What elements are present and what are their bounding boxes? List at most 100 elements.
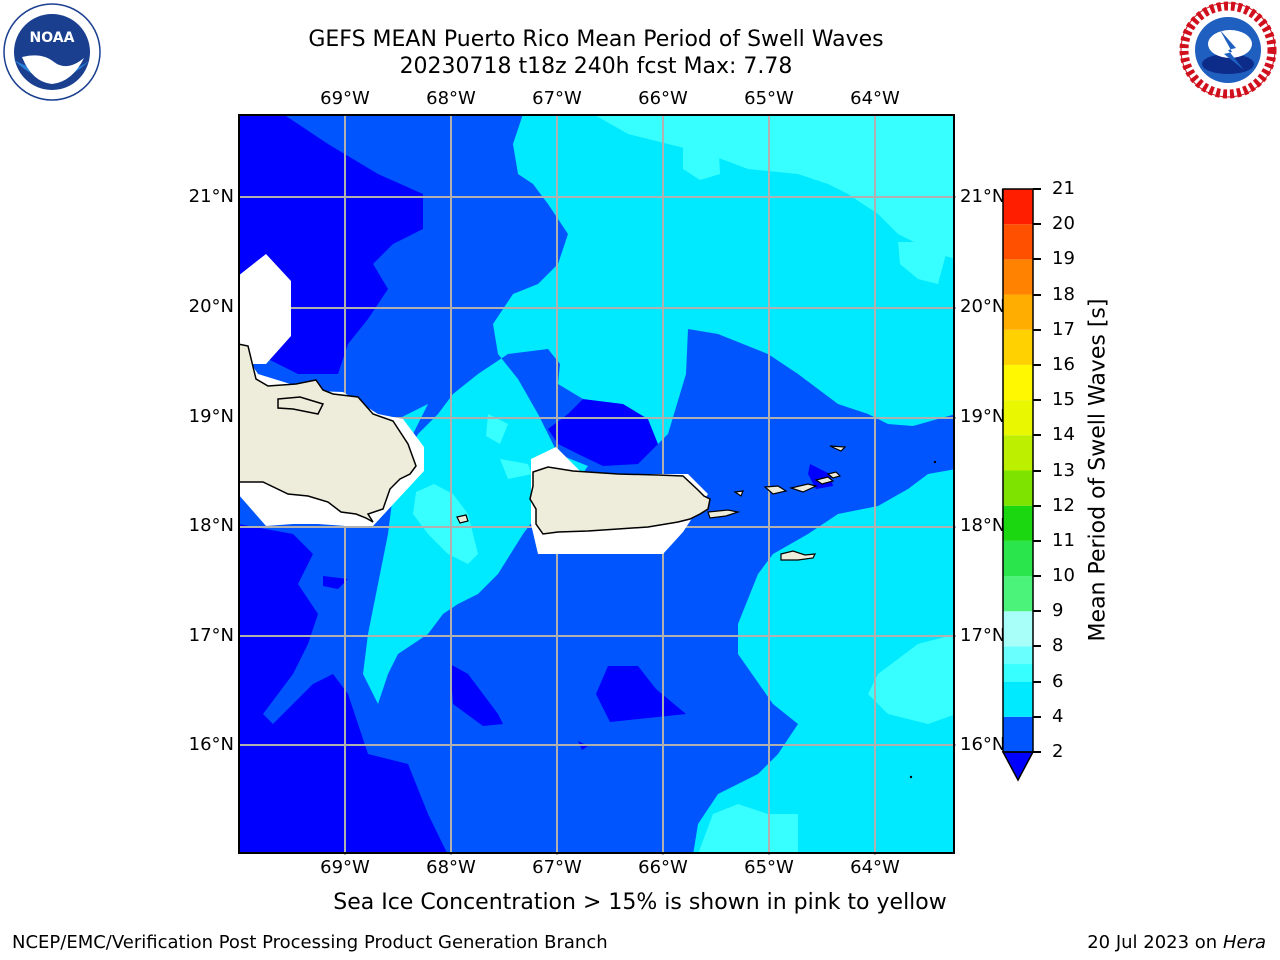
map-panel — [238, 114, 956, 855]
colorbar-tick-mark — [1033, 645, 1041, 648]
period-below-2-region — [239, 524, 448, 853]
sea-ice-caption: Sea Ice Concentration > 15% is shown in … — [333, 890, 947, 915]
colorbar-segment — [1003, 435, 1033, 471]
anegada-island — [829, 445, 847, 452]
lat-label-left: 21°N — [188, 186, 234, 207]
lon-label-top: 66°W — [638, 88, 688, 109]
colorbar-tick-label: 6 — [1052, 670, 1064, 692]
colorbar-segment — [1003, 716, 1033, 752]
footer-date: 20 Jul 2023 on Hera — [1087, 932, 1266, 953]
colorbar-tick-label: 21 — [1052, 178, 1075, 199]
colorbar-tick-mark — [1033, 575, 1041, 578]
lon-label-top: 65°W — [744, 88, 794, 109]
colorbar-tick-mark — [1033, 539, 1041, 542]
lon-label-bottom: 67°W — [532, 857, 582, 878]
colorbar-tick-mark — [1033, 680, 1041, 683]
noaa-logo: NOAA — [3, 3, 101, 101]
period-4-6-region — [363, 115, 954, 853]
colorbar-segment — [1003, 400, 1033, 436]
period-6-8-region — [594, 115, 954, 259]
colorbar-tick-mark — [1033, 258, 1041, 261]
nws-logo — [1179, 1, 1277, 99]
colorbar-tick-mark — [1033, 715, 1041, 718]
masked-area — [239, 254, 291, 364]
lon-label-bottom: 64°W — [850, 857, 900, 878]
period-6-8-region — [868, 634, 954, 724]
period-6-8-region — [413, 484, 478, 564]
virgin-islands — [826, 471, 842, 479]
colorbar-segment — [1003, 664, 1033, 682]
lat-label-right: 16°N — [960, 734, 1006, 755]
lat-label-left: 20°N — [188, 296, 234, 317]
lon-label-bottom: 68°W — [426, 857, 476, 878]
lat-label-left: 17°N — [188, 625, 234, 646]
lat-label-right: 19°N — [960, 406, 1006, 427]
chart-subtitle: 20230718 t18z 240h fcst Max: 7.78 — [399, 54, 793, 79]
colorbar-tick-mark — [1033, 223, 1041, 226]
virgin-islands — [814, 476, 835, 485]
colorbar-tick-label: 18 — [1052, 283, 1075, 305]
colorbar-label: Mean Period of Swell Waves [s] — [1085, 298, 1111, 642]
colorbar-tick-mark — [1033, 504, 1041, 507]
period-6-8-region — [486, 414, 508, 444]
noaa-logo-text: NOAA — [30, 30, 75, 46]
colorbar-tick-mark — [1033, 751, 1041, 753]
colorbar-segment — [1003, 364, 1033, 401]
colorbar-tick-label: 19 — [1052, 248, 1075, 270]
lon-label-bottom: 65°W — [744, 857, 794, 878]
colorbar-tick-label: 11 — [1052, 529, 1075, 551]
period-below-2-region — [450, 664, 503, 726]
lat-label-right: 17°N — [960, 625, 1006, 646]
sombrero-islet — [933, 460, 937, 464]
lon-label-bottom: 69°W — [320, 857, 370, 878]
colorbar-segment — [1003, 259, 1033, 295]
lat-label-left: 18°N — [188, 515, 234, 536]
virgin-islands — [788, 483, 818, 493]
colorbar-segment — [1003, 576, 1033, 612]
period-below-2-region — [323, 576, 348, 589]
lat-label-left: 19°N — [188, 406, 234, 427]
st-croix-island — [780, 550, 817, 561]
period-6-8-region — [898, 242, 946, 284]
colorbar-tick-label: 4 — [1052, 705, 1064, 727]
virgin-islands — [763, 485, 788, 495]
period-6-8-region — [698, 804, 798, 853]
colorbar-tick-label: 15 — [1052, 389, 1075, 411]
colorbar-segment — [1003, 505, 1033, 541]
colorbar-tick-label: 8 — [1052, 635, 1064, 657]
lon-label-top: 68°W — [426, 88, 476, 109]
hispaniola-landmass — [238, 343, 417, 523]
lon-label-top: 67°W — [532, 88, 582, 109]
colorbar-tick-mark — [1033, 293, 1041, 296]
colorbar-tick-label: 17 — [1052, 318, 1075, 340]
lat-label-right: 21°N — [960, 186, 1006, 207]
colorbar-under-arrow — [1001, 751, 1035, 782]
colorbar-tick-mark — [1033, 434, 1041, 437]
colorbar-tick-label: 12 — [1052, 494, 1075, 516]
lat-label-left: 16°N — [188, 734, 234, 755]
puerto-rico-landmass — [529, 466, 711, 535]
lat-label-right: 20°N — [960, 296, 1006, 317]
colorbar-tick-mark — [1033, 363, 1041, 366]
lon-label-bottom: 66°W — [638, 857, 688, 878]
map-frame — [238, 114, 955, 854]
chart-title: GEFS MEAN Puerto Rico Mean Period of Swe… — [308, 27, 884, 52]
colorbar-segment — [1003, 611, 1033, 647]
colorbar-tick-label: 13 — [1052, 459, 1075, 481]
colorbar-segment — [1003, 540, 1033, 577]
colorbar-tick-mark — [1033, 469, 1041, 472]
hispaniola-peninsula — [277, 396, 325, 415]
colorbar-segment — [1003, 224, 1033, 260]
colorbar-tick-label: 2 — [1052, 741, 1064, 762]
vieques-island — [707, 509, 741, 519]
colorbar-segment — [1003, 681, 1033, 717]
footer-org: NCEP/EMC/Verification Post Processing Pr… — [12, 932, 608, 953]
period-below-2-region — [548, 399, 658, 466]
colorbar-segment — [1003, 329, 1033, 365]
mona-island — [456, 514, 469, 524]
colorbar-segment — [1003, 294, 1033, 330]
colorbar-segment — [1003, 470, 1033, 506]
lon-label-top: 69°W — [320, 88, 370, 109]
period-6-8-region — [500, 459, 532, 479]
lon-label-top: 64°W — [850, 88, 900, 109]
